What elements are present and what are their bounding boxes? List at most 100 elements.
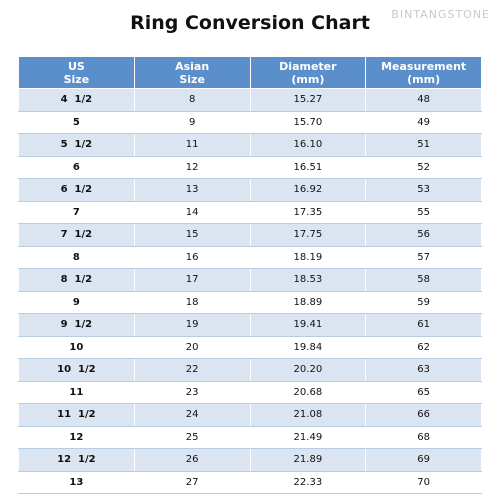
watermark: BINTANGSTONE — [391, 8, 490, 21]
table-cell: 16.51 — [249, 156, 367, 179]
table-cell: 49 — [365, 111, 482, 134]
table-cell: 9 1/2 — [18, 313, 135, 337]
table-cell: 17.75 — [249, 223, 367, 247]
table-cell: 57 — [365, 246, 482, 269]
table-row: 13 27 22.33 70 — [18, 471, 482, 494]
table-row: 6 1/2 13 16.92 53 — [18, 178, 482, 202]
header-line: US — [67, 59, 85, 73]
table-row: 9 1/2 19 19.41 61 — [18, 313, 482, 337]
table-row: 10 20 19.84 62 — [18, 336, 482, 359]
table-cell: 55 — [365, 201, 482, 224]
table-cell: 5 1/2 — [18, 133, 135, 157]
table-row: 12 1/2 26 21.89 69 — [18, 448, 482, 472]
column-header: Asian Size — [133, 56, 251, 89]
header-row: US Size Asian Size Diameter (mm) Measurement (m… — [18, 56, 482, 89]
table-cell: 12 1/2 — [18, 448, 135, 472]
table-row: 4 1/2 8 15.27 48 — [18, 88, 482, 112]
table-cell: 7 — [18, 201, 135, 224]
table-cell: 65 — [365, 381, 482, 404]
table-cell: 21.89 — [249, 448, 367, 472]
table-cell: 20.20 — [249, 358, 367, 382]
table-cell: 19 — [133, 313, 251, 337]
table-row: 9 18 18.89 59 — [18, 291, 482, 314]
table-cell: 8 — [18, 246, 135, 269]
table-cell: 11 — [18, 381, 135, 404]
table-cell: 21.08 — [249, 403, 367, 427]
header-line: Asian — [175, 59, 210, 73]
table-cell: 19.41 — [249, 313, 367, 337]
table-cell: 18.89 — [249, 291, 367, 314]
table-cell: 12 — [18, 426, 135, 449]
header-line: Diameter — [279, 59, 337, 73]
table-cell: 9 — [18, 291, 135, 314]
header-line: Size — [63, 72, 90, 86]
table-cell: 10 1/2 — [18, 358, 135, 382]
table-cell: 25 — [133, 426, 251, 449]
table-cell: 23 — [133, 381, 251, 404]
table-cell: 15.27 — [249, 88, 367, 112]
table-cell: 16.92 — [249, 178, 367, 202]
table-row: 5 9 15.70 49 — [18, 111, 482, 134]
conversion-table: US Size Asian Size Diameter (mm) Measurement (m… — [18, 56, 482, 494]
table-cell: 15.70 — [249, 111, 367, 134]
table-row: 8 16 18.19 57 — [18, 246, 482, 269]
table-cell: 18 — [133, 291, 251, 314]
table-cell: 20 — [133, 336, 251, 359]
table-cell: 24 — [133, 403, 251, 427]
table-cell: 27 — [133, 471, 251, 494]
table-cell: 17 — [133, 268, 251, 292]
header-line: (mm) — [291, 72, 325, 86]
table-cell: 9 — [133, 111, 251, 134]
header-line: Measurement — [381, 59, 467, 73]
table-row: 12 25 21.49 68 — [18, 426, 482, 449]
table-cell: 70 — [365, 471, 482, 494]
table-cell: 6 1/2 — [18, 178, 135, 202]
table-cell: 4 1/2 — [18, 88, 135, 112]
table-cell: 14 — [133, 201, 251, 224]
table-cell: 11 1/2 — [18, 403, 135, 427]
header-line: Size — [179, 72, 205, 86]
table-cell: 59 — [365, 291, 482, 314]
table-cell: 66 — [365, 403, 482, 427]
table-cell: 48 — [365, 88, 482, 112]
table-cell: 19.84 — [249, 336, 367, 359]
table-body: 4 1/2 8 15.27 48 5 9 15.70 49 5 1/2 11 16.10 51 6 12 1… — [18, 88, 482, 494]
table-cell: 17.35 — [249, 201, 367, 224]
table-row: 7 1/2 15 17.75 56 — [18, 223, 482, 247]
table-row: 11 1/2 24 21.08 66 — [18, 403, 482, 427]
table-cell: 13 — [133, 178, 251, 202]
table-cell: 22.33 — [249, 471, 367, 494]
table-cell: 18.53 — [249, 268, 367, 292]
table-cell: 51 — [365, 133, 482, 157]
table-cell: 15 — [133, 223, 251, 247]
table-row: 8 1/2 17 18.53 58 — [18, 268, 482, 292]
table-row: 11 23 20.68 65 — [18, 381, 482, 404]
table-cell: 61 — [365, 313, 482, 337]
table-cell: 53 — [365, 178, 482, 202]
table-cell: 8 — [133, 88, 251, 112]
table-cell: 12 — [133, 156, 251, 179]
table-row: 7 14 17.35 55 — [18, 201, 482, 224]
column-header: Diameter (mm) — [249, 56, 367, 89]
table-cell: 52 — [365, 156, 482, 179]
table-cell: 22 — [133, 358, 251, 382]
table-cell: 56 — [365, 223, 482, 247]
chart-title: Ring Conversion Chart — [130, 12, 370, 34]
table-cell: 8 1/2 — [18, 268, 135, 292]
table-cell: 63 — [365, 358, 482, 382]
table-cell: 10 — [18, 336, 135, 359]
table-cell: 68 — [365, 426, 482, 449]
table-cell: 13 — [18, 471, 135, 494]
table-cell: 6 — [18, 156, 135, 179]
header-line: (mm) — [407, 72, 441, 86]
table-cell: 21.49 — [249, 426, 367, 449]
column-header: Measurement (mm) — [365, 56, 482, 89]
table-cell: 26 — [133, 448, 251, 472]
table-cell: 7 1/2 — [18, 223, 135, 247]
table-cell: 58 — [365, 268, 482, 292]
table-row: 10 1/2 22 20.20 63 — [18, 358, 482, 382]
table-cell: 16.10 — [249, 133, 367, 157]
table-cell: 69 — [365, 448, 482, 472]
table-cell: 16 — [133, 246, 251, 269]
